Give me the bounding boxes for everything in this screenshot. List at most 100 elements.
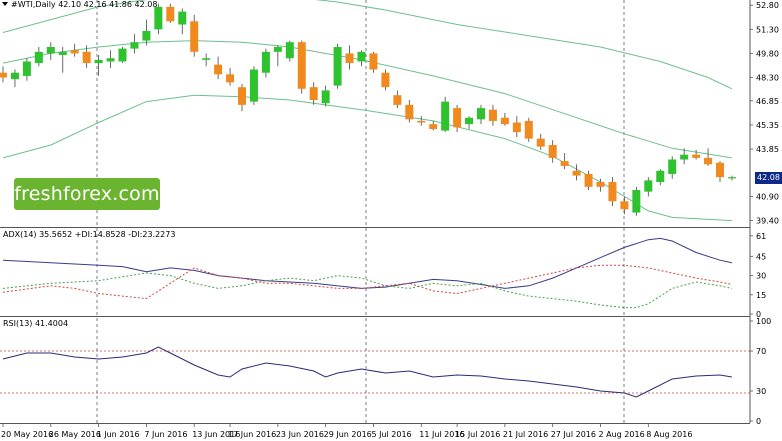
candle-body	[680, 154, 689, 160]
candle-body	[214, 64, 223, 75]
candle-body	[500, 117, 509, 125]
candle	[357, 50, 366, 67]
candle-body	[273, 47, 282, 52]
candle-body	[453, 108, 462, 128]
candle	[238, 83, 246, 112]
candle-body	[46, 47, 55, 54]
candle	[58, 47, 67, 73]
rsi-tick-label: 100	[756, 317, 771, 326]
candle-body	[202, 58, 211, 60]
candle	[333, 43, 342, 89]
candle-body	[369, 53, 378, 70]
x-tick-label: 20 May 2016	[1, 430, 53, 439]
candle-body	[429, 124, 438, 129]
y-axis-labels: 52.80 51.30 49.80 48.30 46.85 45.35 43.85 40.90…	[750, 1, 779, 426]
rsi-tick-label: 30	[756, 387, 766, 396]
candle-body	[512, 122, 521, 133]
candle-body	[524, 120, 533, 139]
series--di-line	[2, 264, 733, 300]
candle-body	[166, 6, 175, 22]
candle	[0, 66, 7, 83]
candle	[190, 14, 199, 57]
candle-body	[321, 90, 330, 104]
x-tick-label: 11 Jul 2016	[419, 430, 464, 439]
candle-body	[226, 74, 235, 83]
candle	[692, 149, 701, 160]
price-tick-label: 46.85	[756, 97, 779, 106]
candle	[393, 90, 402, 109]
rsi-series	[2, 346, 732, 398]
candle	[620, 196, 629, 215]
candle	[130, 34, 139, 54]
candle-body	[488, 109, 497, 121]
candle	[369, 51, 378, 73]
dropdown-icon[interactable]	[2, 2, 8, 6]
candle	[297, 40, 306, 94]
candle	[118, 47, 127, 64]
candle	[381, 69, 390, 91]
x-tick-label: 27 Jul 2016	[551, 430, 596, 439]
candle-body	[94, 59, 103, 64]
candle-body	[0, 72, 7, 78]
candle	[477, 104, 485, 125]
candle-body	[22, 61, 31, 76]
adx-tick-label: 30	[756, 272, 766, 281]
price-tick-label: 45.35	[756, 121, 779, 130]
candle-body	[536, 138, 545, 147]
candle-body	[261, 51, 270, 73]
candle-body	[405, 104, 414, 120]
candle	[656, 169, 665, 186]
candle-body	[704, 157, 713, 165]
series--di-line	[2, 272, 733, 309]
candle-body	[477, 108, 485, 120]
candle	[704, 148, 713, 166]
candle-body	[154, 6, 163, 30]
candle	[524, 117, 533, 142]
price-tick-label: 51.30	[756, 25, 779, 34]
x-tick-label: 26 May 2016	[49, 430, 101, 439]
candle	[249, 66, 258, 105]
x-tick-label: 1 Jun 2016	[97, 430, 140, 439]
series-adx-14-line	[2, 237, 733, 289]
candle	[154, 3, 163, 35]
adx-series	[2, 237, 733, 309]
candle-body	[106, 58, 115, 62]
candle	[608, 177, 617, 207]
price-tick-label: 49.80	[756, 49, 779, 58]
candle-body	[441, 101, 450, 131]
candle-body	[34, 51, 43, 64]
candle-body	[668, 159, 677, 174]
candle	[285, 40, 294, 62]
candle	[142, 19, 151, 46]
candle	[584, 170, 593, 191]
x-tick-label: 17 Jun 2016	[228, 430, 276, 439]
candle-body	[70, 50, 79, 54]
candle	[488, 104, 497, 126]
candle-body	[465, 117, 474, 125]
candle-body	[572, 170, 581, 176]
candle-body	[58, 51, 67, 56]
adx-pane	[0, 228, 750, 315]
candle	[429, 120, 438, 131]
candle-body	[142, 30, 151, 41]
price-tick-label: 39.40	[756, 217, 779, 226]
candle-body	[596, 182, 605, 187]
candle	[405, 100, 414, 123]
candle	[596, 178, 605, 192]
band-upper-line	[2, 0, 733, 90]
x-tick-label: 2 Aug 2016	[599, 430, 645, 439]
candle-body	[357, 51, 366, 62]
price-tick-label: 40.90	[756, 192, 779, 201]
candle-body	[309, 87, 318, 101]
adx-tick-label: 0	[756, 310, 761, 319]
candle-body	[716, 162, 724, 178]
candle	[10, 69, 19, 88]
candle	[46, 42, 55, 60]
rsi-tick-label: 0	[756, 417, 761, 426]
series-rsi-line	[2, 346, 732, 398]
candle	[94, 55, 103, 76]
candle	[727, 175, 736, 181]
candle	[178, 8, 187, 35]
